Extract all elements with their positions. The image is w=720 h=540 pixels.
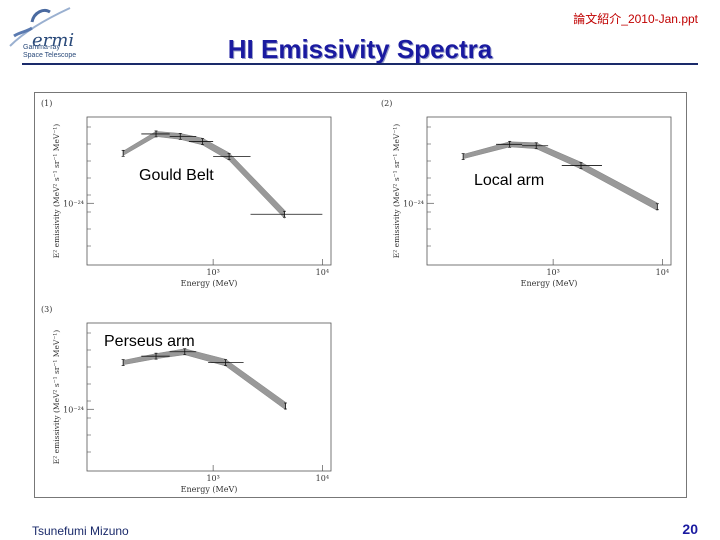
chart-svg: (3) 10³ 10⁴ 10⁻²⁴ Energy (MeV) E² emissivity … (41, 305, 332, 494)
axes-frame (426, 116, 672, 266)
page-number: 20 (682, 521, 698, 537)
model-band (122, 348, 286, 411)
data-point (208, 359, 244, 366)
x-axis-label: Energy (MeV) (181, 279, 238, 288)
svg-text:ermi: ermi (32, 30, 74, 51)
local-arm-panel: (2) 10³ 10⁴ 10⁻²⁴ Energy (MeV) E² emissivity … (379, 97, 689, 292)
x-tick-label: 10³ (206, 268, 219, 277)
fermi-logo: ermi (4, 2, 82, 68)
y-tick-label: 10⁻²⁴ (63, 199, 84, 208)
chart-svg: (2) 10³ 10⁴ 10⁻²⁴ Energy (MeV) E² emissivity … (381, 99, 672, 288)
panel-number: (2) (381, 99, 392, 108)
data-point (522, 142, 549, 150)
region-label: Perseus arm (104, 333, 195, 350)
logo-line-1: Gamma-ray (23, 44, 60, 51)
axes-frame (86, 322, 332, 472)
title-underline (22, 63, 698, 65)
data-point (141, 352, 170, 360)
region-label: Local arm (474, 172, 545, 189)
data-point (169, 133, 197, 140)
author-name: Tsunefumi Mizuno (32, 524, 129, 538)
x-tick-label: 10³ (206, 474, 219, 483)
data-point (121, 359, 125, 366)
y-tick-label: 10⁻²⁴ (63, 405, 84, 414)
x-tick-label: 10⁴ (656, 268, 669, 277)
axes-frame (86, 116, 332, 266)
data-point (213, 153, 251, 160)
data-point (655, 203, 659, 211)
data-point (121, 149, 125, 157)
data-point (188, 138, 214, 145)
x-tick-label: 10⁴ (316, 474, 329, 483)
x-axis-label: Energy (MeV) (521, 279, 578, 288)
panel-number: (1) (41, 99, 52, 108)
data-point (169, 348, 197, 356)
data-point (284, 402, 288, 410)
region-label: Gould Belt (139, 167, 214, 184)
data-point (496, 140, 523, 148)
x-tick-label: 10⁴ (316, 268, 329, 277)
gould-belt-panel: (1) 10³ 10⁴ 10⁻²⁴ Energy (MeV) E² emissivity … (39, 97, 349, 292)
data-point (250, 210, 323, 218)
logo-line-2: Space Telescope (23, 52, 77, 59)
y-axis-label: E² emissivity (MeV² s⁻¹ sr⁻¹ MeV⁻¹) (52, 124, 61, 259)
data-point (141, 130, 170, 138)
y-axis-label: E² emissivity (MeV² s⁻¹ sr⁻¹ MeV⁻¹) (52, 330, 61, 465)
y-tick-label: 10⁻²⁴ (403, 199, 424, 208)
model-band (462, 141, 658, 211)
panel-number: (3) (41, 305, 52, 314)
chart-svg: (1) 10³ 10⁴ 10⁻²⁴ Energy (MeV) E² emissivity … (41, 99, 332, 288)
x-tick-label: 10³ (546, 268, 559, 277)
data-point (561, 162, 602, 169)
slide-title: HI Emissivity Spectra (227, 34, 493, 64)
perseus-arm-panel: (3) 10³ 10⁴ 10⁻²⁴ Energy (MeV) E² emissivity … (39, 303, 349, 498)
x-axis-label: Energy (MeV) (181, 485, 238, 494)
data-point (461, 153, 465, 160)
y-axis-label: E² emissivity (MeV² s⁻¹ sr⁻¹ MeV⁻¹) (392, 124, 401, 259)
file-tag: 論文紹介_2010-Jan.ppt (573, 12, 698, 26)
figure-frame: (1) 10³ 10⁴ 10⁻²⁴ Energy (MeV) E² emissivity … (34, 92, 687, 498)
